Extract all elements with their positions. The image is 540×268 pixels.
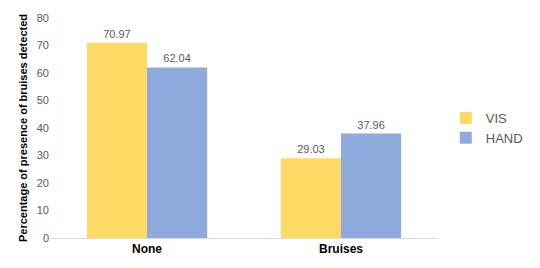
svg-text:29.03: 29.03	[297, 143, 325, 155]
svg-text:0: 0	[43, 232, 49, 244]
svg-text:70.97: 70.97	[103, 28, 131, 40]
svg-text:None: None	[132, 242, 162, 256]
svg-text:70: 70	[37, 39, 49, 51]
svg-text:30: 30	[37, 149, 49, 161]
svg-text:HAND: HAND	[486, 131, 523, 146]
svg-text:37.96: 37.96	[357, 119, 385, 131]
svg-text:80: 80	[37, 12, 49, 24]
svg-text:62.04: 62.04	[163, 52, 191, 64]
svg-text:50: 50	[37, 94, 49, 106]
svg-text:10: 10	[37, 204, 49, 216]
svg-text:40: 40	[37, 122, 49, 134]
svg-text:Bruises: Bruises	[319, 242, 363, 256]
svg-text:60: 60	[37, 67, 49, 79]
svg-text:Percentage of presence of brui: Percentage of presence of bruises detect…	[17, 14, 29, 242]
svg-text:20: 20	[37, 177, 49, 189]
svg-text:VIS: VIS	[486, 111, 507, 126]
